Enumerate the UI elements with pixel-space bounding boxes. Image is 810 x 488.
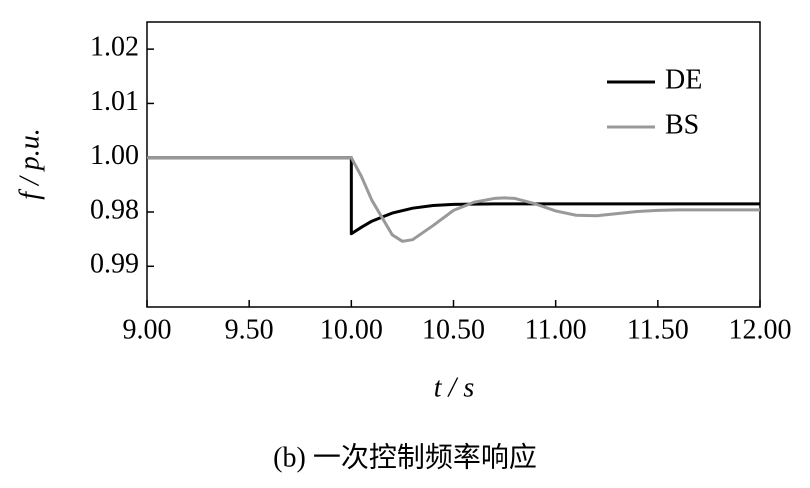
y-tick-label: 1.00 bbox=[90, 140, 139, 171]
series-line bbox=[147, 156, 760, 243]
series-line bbox=[147, 156, 760, 236]
x-tick-label: 11.00 bbox=[525, 314, 587, 345]
caption: (b) 一次控制频率响应 bbox=[273, 441, 537, 473]
x-tick-label: 10.50 bbox=[422, 314, 485, 345]
x-tick-label: 10.00 bbox=[320, 314, 383, 345]
legend-label: DE bbox=[665, 64, 702, 95]
y-tick-label: 0.99 bbox=[90, 249, 139, 280]
y-tick-label: 0.98 bbox=[90, 194, 139, 225]
legend-label: BS bbox=[665, 109, 699, 140]
x-axis-label: t / s bbox=[434, 372, 475, 403]
y-tick-label: 1.01 bbox=[90, 86, 139, 117]
x-tick-label: 9.50 bbox=[225, 314, 274, 345]
y-axis-label: f / p.u. bbox=[14, 128, 45, 200]
x-tick-label: 9.00 bbox=[123, 314, 172, 345]
y-tick-label: 1.02 bbox=[90, 32, 139, 63]
x-tick-label: 12.00 bbox=[729, 314, 792, 345]
x-tick-label: 11.50 bbox=[627, 314, 689, 345]
